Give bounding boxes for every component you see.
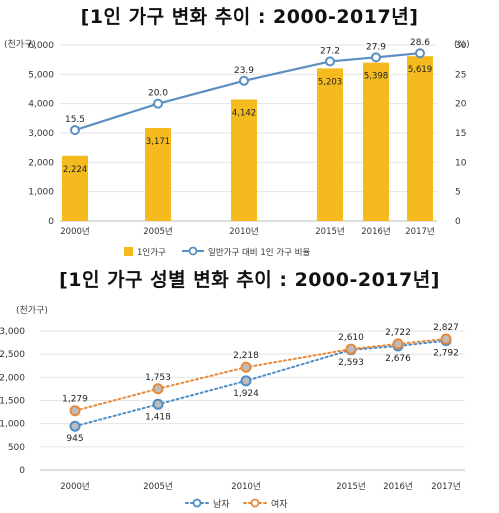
ratio-point-5 [415, 48, 425, 59]
legend-label-bars: 1인가구 [137, 247, 166, 258]
y2-tick-label: 5 [455, 188, 461, 198]
legend-swatch-bars [124, 247, 133, 256]
y-tick-label: 2,500 [0, 350, 25, 360]
y2-tick-label: 15 [455, 129, 466, 139]
legend-label-male: 남자 [213, 499, 230, 510]
female-value-label: 2,610 [338, 333, 364, 343]
y-tick-label: 6,000 [28, 41, 54, 51]
ratio-value-label: 15.5 [65, 115, 85, 125]
male-value-label: 2,792 [433, 349, 459, 359]
left-axis-unit: (천가구) [4, 39, 36, 50]
male-value-label: 945 [66, 434, 83, 444]
male-value-label: 2,593 [338, 358, 364, 368]
y2-tick-label: 30 [455, 41, 467, 51]
female-point-2 [240, 361, 252, 373]
female-line [74, 338, 447, 412]
y-tick-label: 0 [19, 466, 25, 476]
ratio-value-label: 23.9 [234, 66, 254, 76]
y-tick-label: 1,500 [0, 397, 25, 407]
x-tick-label: 2010년 [231, 481, 260, 492]
bar-3 [317, 68, 343, 221]
y-tick-label: 3,000 [28, 129, 54, 139]
y-tick-label: 500 [8, 443, 25, 453]
female-point-3 [345, 343, 357, 355]
ratio-value-label: 27.2 [320, 46, 340, 56]
y-tick-label: 2,000 [0, 373, 25, 383]
ratio-value-label: 20.0 [148, 89, 168, 99]
female-value-label: 2,722 [385, 328, 411, 338]
x-tick-label: 2015년 [336, 481, 365, 492]
x-tick-label: 2016년 [383, 481, 412, 492]
y-tick-label: 4,000 [28, 100, 54, 110]
bar-0 [62, 155, 88, 221]
ratio-point-4 [371, 52, 381, 63]
male-value-label: 2,676 [385, 354, 411, 364]
legend-label-female: 여자 [271, 498, 288, 510]
female-point-4 [392, 338, 404, 350]
legend-label-ratio: 일반가구 대비 1인 가구 비율 [208, 247, 310, 258]
left-axis-unit: (천가구) [16, 305, 48, 316]
x-tick-label: 2010년 [229, 226, 258, 237]
chart-2-title: [1인 가구 성별 변화 추이 : 2000-2017년] [59, 269, 440, 291]
female-value-label: 1,279 [62, 395, 88, 405]
x-tick-label: 2000년 [60, 226, 89, 237]
bar-value-label: 2,224 [63, 165, 87, 175]
x-tick-label: 2015년 [315, 226, 344, 237]
bar-5 [407, 56, 433, 222]
ratio-line [74, 52, 421, 132]
female-point-0 [69, 405, 81, 417]
bar-value-label: 4,142 [232, 109, 256, 119]
y-tick-label: 5,000 [28, 70, 54, 80]
y-tick-label: 2,000 [28, 158, 54, 168]
y2-tick-label: 20 [455, 100, 467, 110]
ratio-point-3 [325, 56, 335, 67]
y2-tick-label: 10 [455, 158, 467, 168]
ratio-value-label: 27.9 [366, 42, 386, 52]
bar-value-label: 5,619 [408, 65, 432, 75]
female-value-label: 2,218 [233, 351, 259, 361]
legend-marker-ratio [188, 246, 198, 256]
y-tick-label: 1,000 [28, 188, 54, 198]
x-tick-label: 2000년 [60, 481, 89, 492]
bar-2 [231, 99, 257, 221]
female-point-5 [440, 333, 452, 345]
legend-marker-male [192, 498, 202, 508]
y2-tick-label: 0 [455, 217, 461, 227]
right-axis-unit: (%) [454, 40, 470, 50]
male-point-2 [240, 375, 252, 387]
male-point-1 [152, 398, 164, 410]
chart-1-title: [1인 가구 변화 추이 : 2000-2017년] [80, 6, 419, 28]
male-line [74, 339, 447, 428]
bar-1 [145, 127, 171, 221]
bar-value-label: 5,203 [318, 77, 342, 87]
male-value-label: 1,924 [233, 389, 259, 399]
y2-tick-label: 25 [455, 70, 466, 80]
y-tick-label: 0 [48, 217, 54, 227]
ratio-value-label: 28.6 [410, 38, 430, 48]
male-value-label: 1,418 [145, 412, 171, 422]
ratio-point-1 [153, 98, 163, 109]
y-tick-label: 1,000 [0, 420, 25, 430]
female-point-1 [152, 383, 164, 395]
x-tick-label: 2005년 [143, 226, 172, 237]
ratio-point-2 [239, 75, 249, 86]
bar-value-label: 5,398 [364, 72, 388, 82]
legend-marker-female [250, 498, 260, 508]
x-tick-label: 2017년 [431, 481, 460, 492]
female-value-label: 1,753 [145, 373, 171, 383]
x-tick-label: 2017년 [405, 226, 434, 237]
x-tick-label: 2016년 [361, 226, 390, 237]
chart-1-svg: (천가구) (%) 0 1,000 2,000 3,000 4,000 5,000 6,000 0… [4, 38, 470, 258]
bar-4 [363, 62, 389, 222]
y-tick-label: 3,000 [0, 327, 25, 337]
bar-value-label: 3,171 [146, 137, 170, 147]
female-value-label: 2,827 [433, 323, 459, 333]
male-point-0 [69, 420, 81, 432]
ratio-point-0 [70, 125, 80, 136]
chart-2-svg: (천가구) 0 500 1,000 1,500 2,000 2,500 3,000 2000년 2… [0, 305, 465, 510]
x-tick-label: 2005년 [143, 481, 172, 492]
